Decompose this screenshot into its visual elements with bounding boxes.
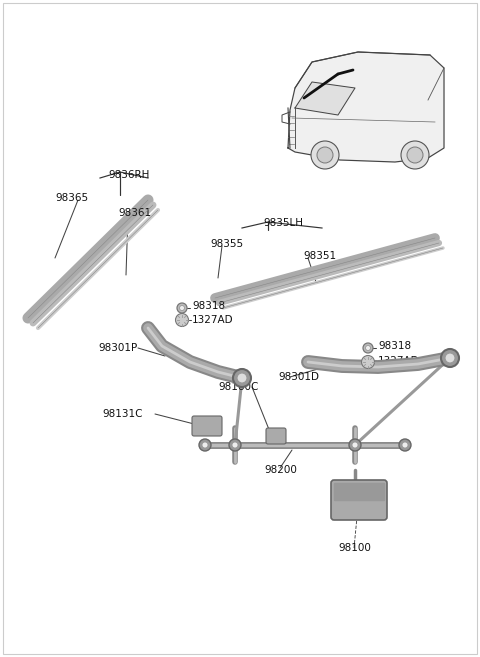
Circle shape bbox=[199, 439, 211, 451]
Polygon shape bbox=[295, 82, 355, 115]
Text: 98131C: 98131C bbox=[102, 409, 143, 419]
Circle shape bbox=[349, 439, 361, 451]
Circle shape bbox=[445, 353, 455, 363]
Text: 98301P: 98301P bbox=[98, 343, 137, 353]
Circle shape bbox=[402, 442, 408, 448]
Circle shape bbox=[232, 442, 238, 448]
Circle shape bbox=[229, 439, 241, 451]
Circle shape bbox=[311, 141, 339, 169]
Circle shape bbox=[401, 141, 429, 169]
Text: 98100: 98100 bbox=[338, 543, 371, 553]
Circle shape bbox=[441, 349, 459, 367]
Polygon shape bbox=[288, 52, 444, 162]
Circle shape bbox=[399, 439, 411, 451]
Circle shape bbox=[202, 442, 208, 448]
Circle shape bbox=[317, 147, 333, 163]
Text: 98365: 98365 bbox=[55, 193, 88, 203]
Text: 98200: 98200 bbox=[264, 465, 297, 475]
Text: 98160C: 98160C bbox=[218, 382, 258, 392]
Polygon shape bbox=[334, 483, 384, 500]
FancyBboxPatch shape bbox=[192, 416, 222, 436]
Circle shape bbox=[177, 303, 187, 313]
Text: 9835LH: 9835LH bbox=[263, 218, 303, 228]
Circle shape bbox=[361, 355, 374, 369]
Circle shape bbox=[237, 373, 247, 383]
Circle shape bbox=[363, 343, 373, 353]
Text: 1327AD: 1327AD bbox=[378, 356, 420, 366]
FancyBboxPatch shape bbox=[331, 480, 387, 520]
Text: 98318: 98318 bbox=[378, 341, 411, 351]
Text: 98318: 98318 bbox=[192, 301, 225, 311]
Circle shape bbox=[176, 313, 189, 327]
Circle shape bbox=[180, 306, 184, 311]
Circle shape bbox=[407, 147, 423, 163]
Text: 98361: 98361 bbox=[118, 208, 151, 218]
Text: 98355: 98355 bbox=[210, 239, 243, 249]
Circle shape bbox=[365, 346, 371, 350]
Circle shape bbox=[233, 369, 251, 387]
Circle shape bbox=[352, 442, 358, 448]
Text: 1327AD: 1327AD bbox=[192, 315, 234, 325]
Text: 98351: 98351 bbox=[303, 251, 336, 261]
FancyBboxPatch shape bbox=[266, 428, 286, 444]
Text: 98301D: 98301D bbox=[278, 372, 319, 382]
Text: 9836RH: 9836RH bbox=[108, 170, 149, 180]
